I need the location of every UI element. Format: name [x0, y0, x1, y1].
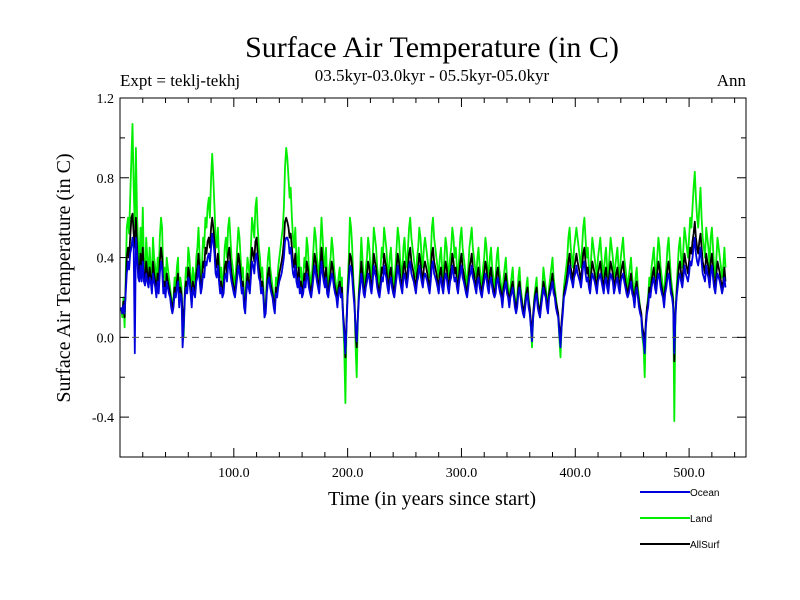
- legend-label-land: Land: [690, 514, 712, 525]
- legend-label-allsurf: AllSurf: [690, 540, 720, 551]
- chart-title: Surface Air Temperature (in C): [245, 31, 619, 64]
- legend: Ocean Land AllSurf: [640, 488, 720, 551]
- y-tick-label: -0.4: [92, 411, 114, 426]
- y-tick-label: 1.2: [97, 92, 115, 107]
- y-tick-label: 0.0: [97, 331, 115, 346]
- series-line-land: [120, 123, 727, 423]
- x-tick-label: 300.0: [446, 466, 478, 481]
- y-axis-label: Surface Air Temperature (in C): [53, 153, 75, 402]
- chart-subtitle: 03.5kyr-03.0kyr - 05.5kyr-05.0kyr: [315, 66, 550, 85]
- y-tick-label: 0.4: [97, 252, 115, 267]
- experiment-label: Expt = teklj-tekhj: [120, 71, 240, 90]
- series-line-ocean: [120, 232, 727, 355]
- x-tick-label: 500.0: [673, 466, 705, 481]
- x-tick-label: 200.0: [332, 466, 364, 481]
- plot-frame: [119, 97, 747, 458]
- ticks-layer: 100.0 200.0 300.0 400.0 500.0 -0.4 0.0 0.4 0.8 1.…: [92, 92, 746, 481]
- plot-area: 100.0 200.0 300.0 400.0 500.0 -0.4 0.0 0.4 0.8 1.…: [92, 92, 747, 481]
- legend-label-ocean: Ocean: [690, 488, 719, 499]
- x-tick-label: 100.0: [218, 466, 250, 481]
- y-tick-label: 0.8: [97, 172, 115, 187]
- series-layer: [120, 123, 727, 423]
- season-label: Ann: [717, 71, 747, 90]
- x-axis-label: Time (in years since start): [328, 488, 536, 510]
- x-tick-label: 400.0: [560, 466, 592, 481]
